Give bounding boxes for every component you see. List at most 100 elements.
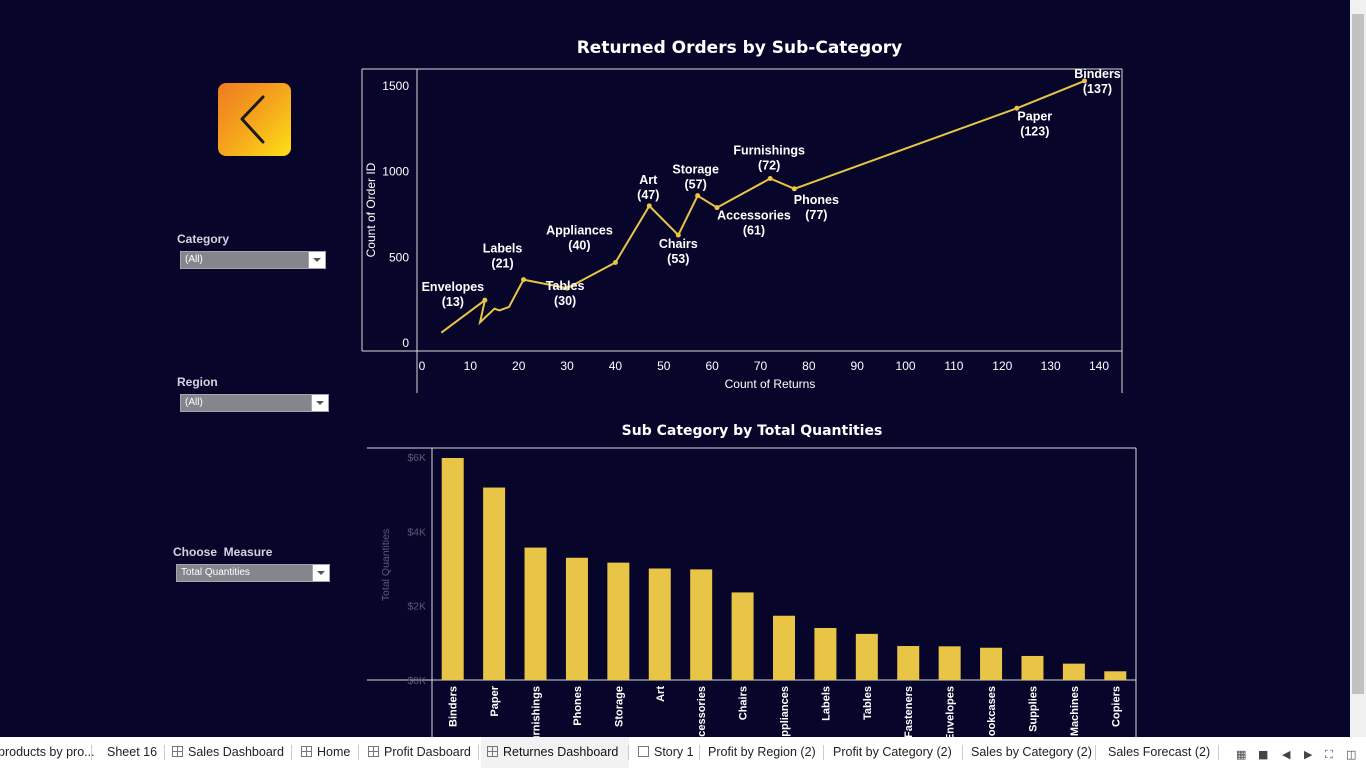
point-value-label: (137) bbox=[1083, 82, 1112, 96]
bar[interactable] bbox=[1104, 671, 1127, 680]
bar-y-tick-label: $4K bbox=[407, 526, 426, 538]
sheet-tab[interactable]: Returnes Dashboard bbox=[481, 737, 629, 768]
sheet-tab[interactable]: products by pro... bbox=[0, 737, 95, 768]
bar[interactable] bbox=[731, 592, 754, 680]
sheet-tab[interactable]: Sales Forecast (2) bbox=[1102, 737, 1219, 768]
bar[interactable] bbox=[1021, 655, 1044, 680]
data-point[interactable] bbox=[767, 176, 773, 182]
category-filter-select[interactable]: (All) bbox=[180, 251, 326, 269]
line-chart-series bbox=[440, 78, 1087, 334]
chevron-left-icon bbox=[240, 95, 265, 144]
point-label: Appliances bbox=[546, 223, 613, 237]
x-tick-label: 90 bbox=[851, 359, 865, 373]
region-filter-select[interactable]: (All) bbox=[180, 394, 329, 412]
tab-separator bbox=[1095, 745, 1096, 760]
sheet-tab-label: Sales by Category (2) bbox=[971, 745, 1092, 759]
bar[interactable] bbox=[690, 569, 713, 680]
scrollbar-thumb[interactable] bbox=[1352, 14, 1364, 694]
x-tick-label: 130 bbox=[1041, 359, 1061, 373]
sheet-tab-label: Home bbox=[317, 745, 351, 759]
bar[interactable] bbox=[773, 615, 795, 680]
point-label: Art bbox=[639, 173, 658, 187]
data-point[interactable] bbox=[521, 277, 527, 283]
x-tick-label: 60 bbox=[705, 359, 719, 373]
sheet-tab-label: Story 1 bbox=[654, 745, 694, 759]
sheet-tab[interactable]: Profit Dasboard bbox=[362, 737, 479, 768]
data-point[interactable] bbox=[564, 285, 570, 291]
category-filter-value: (All) bbox=[185, 254, 203, 265]
measure-filter-select[interactable]: Total Quantities bbox=[176, 564, 330, 582]
back-button[interactable] bbox=[218, 83, 291, 156]
tab-separator bbox=[962, 745, 963, 760]
bar-category-label: Fasteners bbox=[903, 686, 915, 737]
sheet-tab[interactable]: Story 1 bbox=[632, 737, 700, 768]
bar[interactable] bbox=[483, 487, 506, 680]
bar-category-label: ookcases bbox=[986, 686, 998, 736]
y-tick-label: 1500 bbox=[382, 79, 409, 93]
bar[interactable] bbox=[897, 646, 920, 680]
bar[interactable] bbox=[607, 562, 630, 680]
bar-category-label: Labels bbox=[820, 686, 832, 721]
point-value-label: (30) bbox=[554, 294, 576, 308]
sheet-tab[interactable]: Sheet 16 bbox=[101, 737, 165, 768]
chevron-down-icon[interactable] bbox=[308, 252, 325, 268]
bar-category-label: ccessories bbox=[696, 686, 708, 737]
sheet-tab[interactable]: Home bbox=[295, 737, 359, 768]
data-point[interactable] bbox=[646, 203, 652, 209]
bar[interactable] bbox=[1062, 663, 1085, 680]
bar[interactable] bbox=[855, 633, 878, 680]
previous-sheet-icon[interactable]: ◀ bbox=[1282, 748, 1291, 761]
chevron-down-icon[interactable] bbox=[311, 395, 328, 411]
bar[interactable] bbox=[524, 547, 547, 680]
grid-view-icon[interactable]: ▦ bbox=[1236, 748, 1247, 761]
y-tick-label: 0 bbox=[402, 336, 409, 350]
bar[interactable] bbox=[441, 457, 464, 680]
bar-category-label: Envelopes bbox=[945, 686, 957, 737]
present-icon[interactable]: ◫ bbox=[1346, 748, 1357, 761]
bar-category-label: Copiers bbox=[1110, 686, 1122, 727]
point-label: Phones bbox=[794, 193, 839, 207]
dashboard-icon bbox=[172, 746, 183, 757]
data-point[interactable] bbox=[714, 205, 720, 211]
data-point[interactable] bbox=[675, 232, 681, 238]
fullscreen-icon[interactable]: ⛶ bbox=[1325, 748, 1333, 761]
sheet-tab[interactable]: Sales by Category (2) bbox=[965, 737, 1096, 768]
tab-separator bbox=[164, 745, 165, 760]
data-point[interactable] bbox=[482, 297, 488, 303]
point-value-label: (61) bbox=[743, 224, 765, 238]
bar[interactable] bbox=[980, 647, 1003, 680]
bar-category-label: Phones bbox=[572, 686, 584, 726]
bar-y-tick-label: $0K bbox=[407, 675, 426, 687]
x-tick-label: 0 bbox=[419, 359, 426, 373]
single-view-icon[interactable]: ■ bbox=[1258, 748, 1269, 761]
data-point[interactable] bbox=[791, 186, 797, 192]
bar-category-label: Supplies bbox=[1027, 686, 1039, 732]
bar-category-label: Machines bbox=[1069, 686, 1081, 736]
x-tick-label: 70 bbox=[754, 359, 768, 373]
data-point[interactable] bbox=[1014, 105, 1020, 111]
bar-chart: $0K $2K $4K $6K Total Quantities Binders Pape… bbox=[367, 447, 1137, 737]
sheet-tab[interactable]: Profit by Region (2) bbox=[702, 737, 824, 768]
point-label: Envelopes bbox=[422, 280, 485, 294]
x-tick-label: 50 bbox=[657, 359, 671, 373]
bar[interactable] bbox=[938, 646, 961, 680]
bar[interactable] bbox=[565, 557, 588, 680]
vertical-scrollbar[interactable] bbox=[1350, 0, 1366, 737]
point-value-label: (21) bbox=[491, 257, 513, 271]
bar[interactable] bbox=[648, 568, 671, 681]
bar-y-tick-label: $2K bbox=[407, 601, 426, 613]
tab-separator bbox=[358, 745, 359, 760]
bar-category-label: Storage bbox=[613, 686, 625, 727]
bar[interactable] bbox=[814, 627, 837, 680]
line-chart-title: Returned Orders by Sub-Category bbox=[576, 38, 903, 58]
data-point[interactable] bbox=[695, 193, 701, 199]
next-sheet-icon[interactable]: ▶ bbox=[1304, 748, 1313, 761]
x-tick-label: 10 bbox=[464, 359, 478, 373]
bar-category-label: Tables bbox=[862, 686, 874, 720]
data-point[interactable] bbox=[1081, 78, 1087, 84]
data-point[interactable] bbox=[612, 259, 618, 265]
region-filter-value: (All) bbox=[185, 397, 203, 408]
sheet-tab[interactable]: Profit by Category (2) bbox=[827, 737, 963, 768]
sheet-tab[interactable]: Sales Dashboard bbox=[166, 737, 292, 768]
chevron-down-icon[interactable] bbox=[312, 565, 329, 581]
